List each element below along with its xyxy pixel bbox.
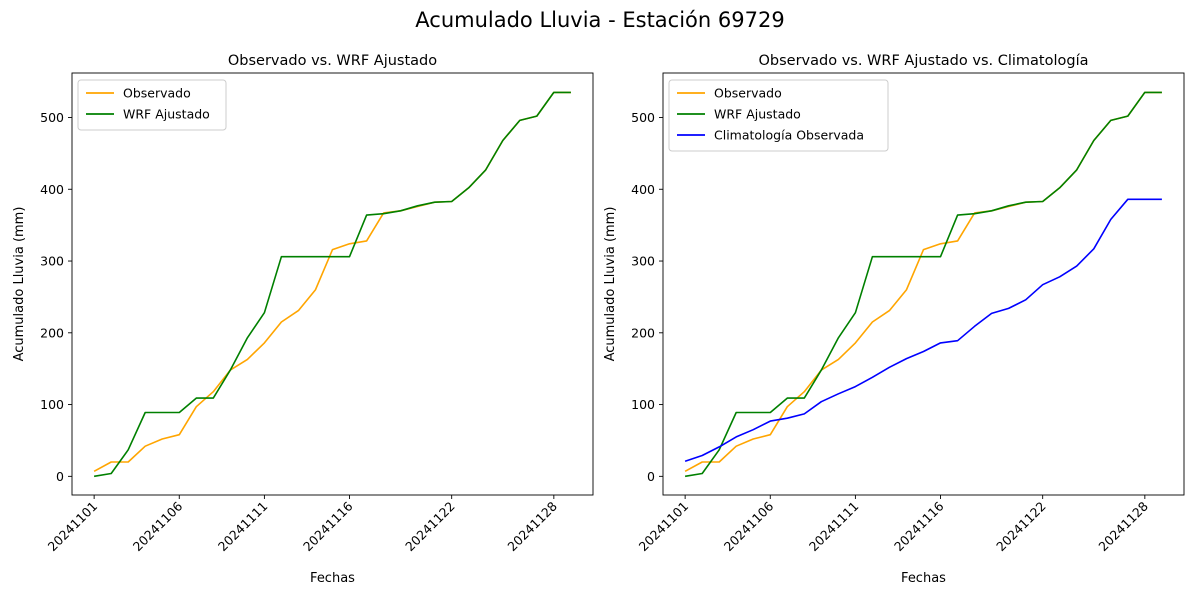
legend-box (668, 79, 889, 152)
chart-panel-1: Observado vs. WRF Ajustado 0 100 200 300 400 5… (12, 53, 594, 586)
x-tick-label: 20241128 (504, 498, 560, 554)
y-tick-label: 400 (631, 182, 655, 197)
y-tick-label: 300 (40, 254, 64, 269)
chart-panel-2: Observado vs. WRF Ajustado vs. Climatolo… (603, 53, 1185, 586)
legend-label: Observado (714, 86, 782, 101)
y-tick-label: 100 (40, 397, 64, 412)
series-line-wrf-ajustado (684, 91, 1162, 478)
legend-label: WRF Ajustado (123, 107, 210, 122)
figure-title: Acumulado Lluvia - Estación 69729 (415, 8, 785, 32)
x-tick-label: 20241106 (721, 498, 777, 554)
x-tick-label: 20241122 (993, 499, 1049, 555)
y-tick-label: 500 (40, 110, 64, 125)
y-tick-label: 0 (647, 469, 655, 484)
series-line-climatolog-a-observada (684, 198, 1162, 463)
y-tick-label: 100 (631, 397, 655, 412)
axes-frame (71, 72, 594, 496)
y-axis-label: Acumulado Lluvia (mm) (12, 207, 27, 362)
y-axis-label: Acumulado Lluvia (mm) (603, 207, 618, 362)
y-tick-label: 200 (40, 325, 64, 340)
legend-label: Climatología Observada (714, 128, 864, 143)
y-tick-label: 500 (631, 110, 655, 125)
x-tick-label: 20241128 (1095, 498, 1151, 554)
chart-title: Observado vs. WRF Ajustado (228, 53, 437, 69)
x-tick-label: 20241122 (402, 499, 458, 555)
series-line-wrf-ajustado (93, 91, 571, 478)
x-tick-label: 20241101 (45, 499, 101, 555)
legend-box (77, 79, 227, 131)
x-tick-label: 20241106 (130, 498, 186, 554)
series-line-observado (93, 91, 571, 473)
x-tick-label: 20241116 (300, 498, 356, 554)
legend-label: WRF Ajustado (714, 107, 801, 122)
y-tick-label: 200 (631, 325, 655, 340)
x-tick-label: 20241111 (215, 499, 271, 555)
axes-frame (662, 72, 1185, 496)
y-tick-label: 0 (56, 469, 64, 484)
chart-title: Observado vs. WRF Ajustado vs. Climatolo… (759, 53, 1089, 69)
x-tick-label: 20241111 (806, 499, 862, 555)
legend-label: Observado (123, 86, 191, 101)
y-tick-label: 300 (631, 254, 655, 269)
y-tick-label: 400 (40, 182, 64, 197)
x-tick-label: 20241101 (636, 499, 692, 555)
x-axis-label: Fechas (310, 571, 355, 586)
x-tick-label: 20241116 (891, 498, 947, 554)
x-axis-label: Fechas (901, 571, 946, 586)
